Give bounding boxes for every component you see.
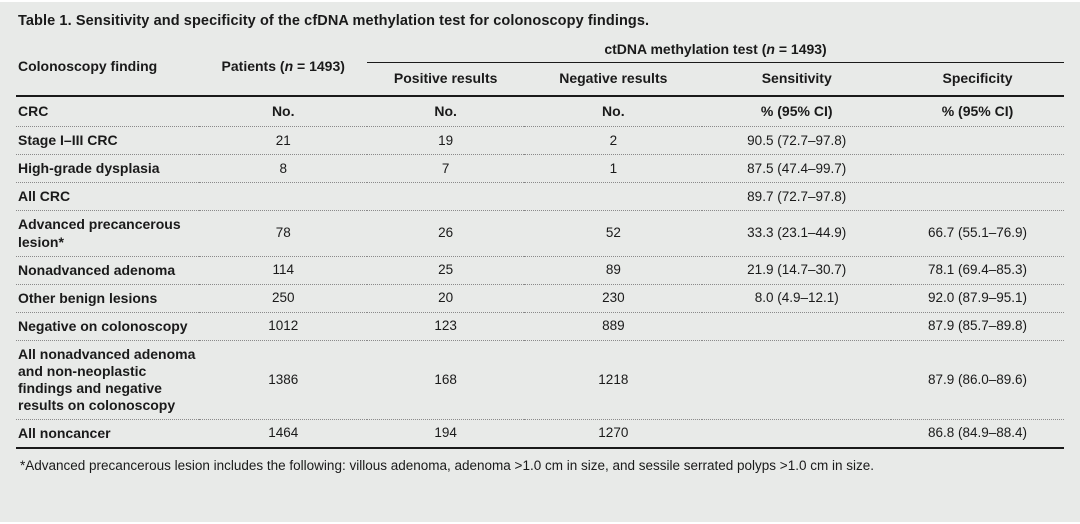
cell-positive: 123	[367, 312, 525, 341]
table-title: Table 1. Sensitivity and specificity of …	[18, 13, 650, 29]
units-positive: No.	[367, 96, 525, 128]
cell-positive: 194	[367, 419, 525, 450]
table-footnote: *Advanced precancerous lesion includes t…	[20, 458, 874, 474]
table-row: High-grade dysplasia 8 7 1 87.5 (47.4–99…	[16, 154, 1064, 184]
spanner-n-italic: n	[766, 41, 775, 57]
row-label: Advanced precancerous lesion*	[16, 210, 200, 257]
cell-specificity	[891, 154, 1064, 184]
table-row: Advanced precancerous lesion* 78 26 52 3…	[16, 210, 1064, 257]
cell-negative: 2	[524, 126, 703, 156]
col-header-patients: Patients (n = 1493)	[199, 39, 368, 98]
cell-specificity: 87.9 (85.7–89.8)	[891, 312, 1064, 341]
spanner-post: = 1493)	[774, 41, 827, 57]
cell-specificity	[891, 182, 1064, 212]
col-group-header-ctdna: ctDNA methylation test (n = 1493)	[367, 39, 1064, 64]
cell-patients: 8	[199, 154, 368, 184]
cell-specificity: 86.8 (84.9–88.4)	[891, 419, 1064, 450]
table-row: Stage I–III CRC 21 19 2 90.5 (72.7–97.8)	[16, 126, 1064, 156]
cell-patients: 21	[199, 126, 368, 156]
row-label: All CRC	[16, 182, 200, 212]
row-label: Nonadvanced adenoma	[16, 256, 200, 285]
cell-positive: 20	[367, 284, 525, 313]
cell-specificity	[891, 126, 1064, 156]
cell-patients: 250	[199, 284, 368, 313]
cell-positive: 19	[367, 126, 525, 156]
cell-positive	[367, 182, 525, 212]
table-row: All CRC 89.7 (72.7–97.8)	[16, 182, 1064, 212]
units-specificity: % (95% CI)	[891, 96, 1064, 128]
cell-sensitivity: 89.7 (72.7–97.8)	[702, 182, 892, 212]
cell-patients: 1012	[199, 312, 368, 341]
cell-patients: 1386	[199, 340, 368, 421]
table-row: All nonadvanced adenoma and non-neoplast…	[16, 340, 1064, 421]
units-sensitivity: % (95% CI)	[702, 96, 892, 128]
table-row: All noncancer 1464 194 1270 86.8 (84.9–8…	[16, 419, 1064, 450]
cell-negative: 1270	[524, 419, 703, 450]
spanner-pre: ctDNA methylation test (	[604, 41, 767, 57]
cell-specificity: 92.0 (87.9–95.1)	[891, 284, 1064, 313]
row-label: Negative on colonoscopy	[16, 312, 200, 341]
cell-negative: 1	[524, 154, 703, 184]
units-patients: No.	[199, 96, 368, 128]
cell-sensitivity: 21.9 (14.7–30.7)	[702, 256, 892, 285]
col-header-positive: Positive results	[367, 62, 525, 98]
row-label: Other benign lesions	[16, 284, 200, 313]
row-label: Stage I–III CRC	[16, 126, 200, 156]
cell-patients	[199, 182, 368, 212]
cell-negative: 230	[524, 284, 703, 313]
cell-positive: 7	[367, 154, 525, 184]
cell-patients: 78	[199, 210, 368, 257]
row-label: All nonadvanced adenoma and non-neoplast…	[16, 340, 200, 421]
table-row: Negative on colonoscopy 1012 123 889 87.…	[16, 312, 1064, 341]
cell-sensitivity: 33.3 (23.1–44.9)	[702, 210, 892, 257]
table-row: Nonadvanced adenoma 114 25 89 21.9 (14.7…	[16, 256, 1064, 285]
cell-negative: 89	[524, 256, 703, 285]
patients-post: = 1493)	[293, 57, 345, 74]
row-label: High-grade dysplasia	[16, 154, 200, 184]
cell-specificity: 87.9 (86.0–89.6)	[891, 340, 1064, 421]
cell-patients: 1464	[199, 419, 368, 450]
cell-specificity: 78.1 (69.4–85.3)	[891, 256, 1064, 285]
cell-sensitivity: 90.5 (72.7–97.8)	[702, 126, 892, 156]
cell-patients: 114	[199, 256, 368, 285]
cell-sensitivity: 8.0 (4.9–12.1)	[702, 284, 892, 313]
col-header-finding: Colonoscopy finding	[16, 39, 200, 98]
col-header-sensitivity: Sensitivity	[702, 62, 892, 98]
col-header-specificity: Specificity	[891, 62, 1064, 98]
patients-pre: Patients (	[221, 57, 285, 74]
cell-sensitivity: 87.5 (47.4–99.7)	[702, 154, 892, 184]
cell-negative: 1218	[524, 340, 703, 421]
cell-specificity: 66.7 (55.1–76.9)	[891, 210, 1064, 257]
table-row: Other benign lesions 250 20 230 8.0 (4.9…	[16, 284, 1064, 313]
cell-negative: 52	[524, 210, 703, 257]
units-row-label: CRC	[16, 96, 200, 128]
units-negative: No.	[524, 96, 703, 128]
cell-positive: 25	[367, 256, 525, 285]
cell-sensitivity	[702, 340, 892, 421]
cell-negative	[524, 182, 703, 212]
cell-sensitivity	[702, 419, 892, 450]
cell-negative: 889	[524, 312, 703, 341]
cell-sensitivity	[702, 312, 892, 341]
row-label: All noncancer	[16, 419, 200, 450]
cell-positive: 26	[367, 210, 525, 257]
col-header-negative: Negative results	[524, 62, 703, 98]
cell-positive: 168	[367, 340, 525, 421]
patients-n-italic: n	[284, 57, 294, 74]
results-table: Colonoscopy finding Patients (n = 1493) …	[16, 39, 1064, 450]
